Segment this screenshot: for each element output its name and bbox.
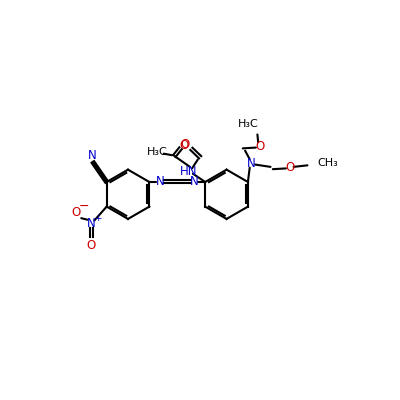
Text: O: O xyxy=(285,161,294,174)
Text: N: N xyxy=(88,148,96,162)
Text: O: O xyxy=(71,206,80,218)
Text: N: N xyxy=(247,156,256,170)
Text: H₃C: H₃C xyxy=(147,147,168,157)
Text: N: N xyxy=(87,217,96,230)
Text: +: + xyxy=(94,214,102,223)
Text: N: N xyxy=(156,175,164,188)
Text: HN: HN xyxy=(180,165,197,178)
Text: CH₃: CH₃ xyxy=(318,158,338,168)
Text: H₃C: H₃C xyxy=(238,120,258,130)
Text: O: O xyxy=(87,239,96,252)
Text: N: N xyxy=(190,175,199,188)
Text: O: O xyxy=(181,138,190,151)
Text: O: O xyxy=(255,140,264,152)
Text: O: O xyxy=(180,139,189,152)
Text: −: − xyxy=(78,200,89,213)
